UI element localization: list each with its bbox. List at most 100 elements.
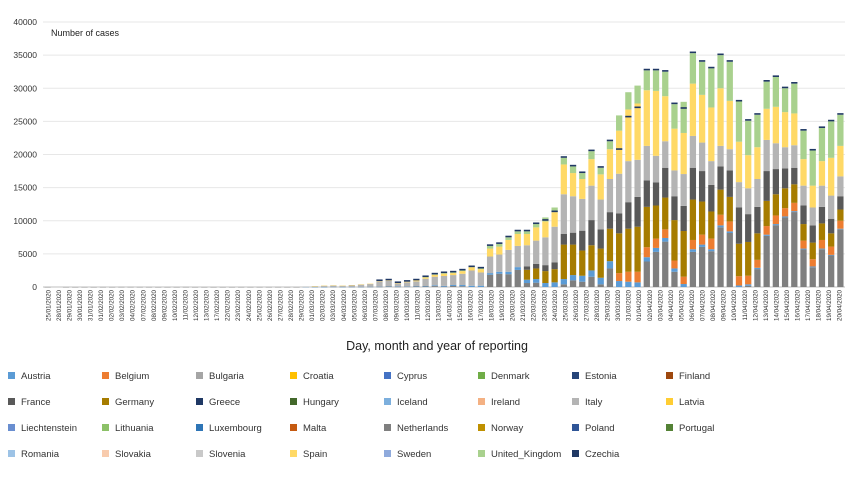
bar-segment (680, 276, 687, 285)
bar-segment (800, 240, 807, 249)
bar-segment (468, 270, 475, 286)
x-tick-label: 02/04/2020 (647, 289, 654, 321)
bar-cap (643, 68, 650, 71)
bar-segment (422, 277, 429, 279)
bar-segment (459, 271, 466, 274)
bar-segment (569, 280, 577, 287)
bar-segment (514, 234, 521, 246)
bar-cap (818, 126, 826, 128)
bar-segment (662, 167, 669, 198)
bar-segment (698, 234, 706, 245)
bar-segment (726, 233, 733, 287)
bar-segment (616, 281, 623, 287)
bar-segment (486, 273, 494, 275)
bar-cap (551, 210, 558, 213)
bar-segment (477, 269, 485, 273)
bar-segment (791, 113, 798, 146)
x-tick-label: 21/03/2020 (520, 289, 527, 321)
bar-segment (698, 201, 706, 235)
bar-segment (680, 132, 687, 175)
bar-segment (754, 147, 761, 180)
bar-segment (634, 159, 641, 197)
bar-segment (726, 231, 733, 234)
bar-segment (496, 243, 503, 247)
bar-segment (698, 171, 706, 202)
bar-segment (698, 61, 706, 95)
bar-cap (431, 272, 438, 275)
bar-segment (708, 251, 715, 287)
bar-segment (625, 271, 632, 282)
bar-segment (671, 220, 678, 261)
axes: 0 5000 10000 15000 20000 25000 30000 35000 40000… (13, 17, 843, 321)
legend-label: Slovakia (115, 449, 152, 460)
bar-segment (662, 71, 669, 97)
bar-segment (800, 185, 807, 206)
legend-swatch (102, 424, 109, 431)
bar-segment (505, 274, 512, 287)
bar-segment (330, 285, 337, 287)
legend-swatch (102, 398, 109, 405)
bar-segment (717, 225, 724, 228)
bar-cap (616, 148, 623, 150)
bar-cap (689, 51, 697, 54)
bar-segment (763, 81, 770, 109)
bar-cap (791, 82, 798, 84)
bar-cap (403, 280, 411, 282)
y-tick-label: 5000 (18, 249, 37, 259)
bar-segment (542, 265, 549, 272)
bar-segment (597, 174, 604, 200)
bar-cap (800, 129, 807, 131)
legend-label: Finland (679, 371, 710, 382)
x-tick-label: 31/01/2020 (87, 289, 94, 321)
bar-segment (708, 107, 715, 162)
bar-segment (450, 273, 457, 276)
bar-segment (579, 198, 586, 231)
x-tick-label: 03/04/2020 (657, 289, 664, 321)
bar-segment (708, 68, 715, 108)
bar-segment (551, 226, 558, 263)
bar-segment (689, 135, 697, 168)
bar-segment (616, 273, 623, 282)
bar-segment (450, 285, 457, 287)
bar-segment (717, 166, 724, 190)
bar-segment (440, 275, 448, 286)
x-tick-label: 11/04/2020 (742, 289, 749, 320)
legend-label: Germany (115, 397, 154, 408)
gridlines (43, 21, 845, 288)
bar-segment (671, 268, 678, 272)
x-tick-label: 01/04/2020 (636, 289, 643, 321)
bar-segment (505, 271, 512, 275)
x-tick-label: 10/03/2020 (404, 289, 411, 321)
bar-segment (616, 115, 623, 131)
y-tick-label: 20000 (13, 150, 37, 160)
bar-segment (837, 229, 844, 287)
bar-segment (643, 261, 650, 287)
bar-cap (735, 99, 743, 102)
bar-segment (625, 202, 632, 229)
bar-segment (698, 142, 706, 172)
legend-label: Ireland (491, 397, 520, 408)
bar-segment (523, 245, 531, 267)
x-tick-label: 25/02/2020 (256, 289, 263, 321)
bar-segment (745, 188, 752, 215)
bar-segment (662, 197, 669, 230)
bar-segment (625, 92, 632, 110)
legend-label: Poland (585, 423, 615, 434)
bar-segment (708, 161, 715, 185)
bar-segment (726, 170, 733, 197)
legend-swatch (196, 450, 203, 457)
bar-cap (652, 68, 660, 71)
bar-segment (450, 275, 457, 286)
bar-segment (643, 247, 650, 258)
bar-segment (450, 272, 457, 274)
bar-segment (735, 182, 743, 208)
bar-segment (394, 283, 402, 287)
bar-segment (745, 155, 752, 189)
bar-segment (818, 239, 826, 249)
x-tick-label: 26/03/2020 (573, 289, 580, 321)
bar-segment (717, 145, 724, 167)
legend-label: France (21, 397, 51, 408)
legend-label: Cyprus (397, 371, 427, 382)
bar-segment (828, 246, 835, 255)
x-tick-label: 25/03/2020 (562, 289, 569, 321)
